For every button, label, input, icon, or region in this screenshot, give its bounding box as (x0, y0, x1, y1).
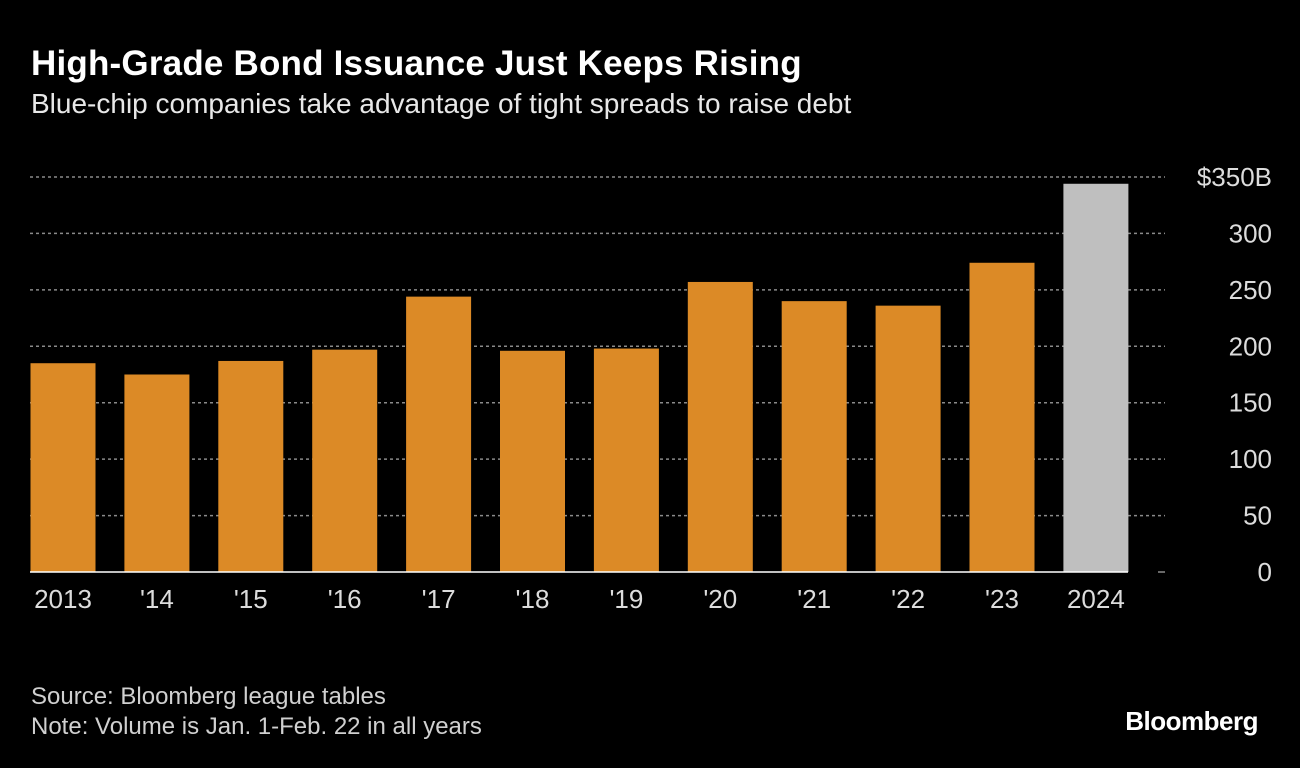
x-tick-label: '16 (328, 584, 362, 614)
x-tick-label: '17 (422, 584, 456, 614)
bar (687, 281, 753, 572)
x-tick-label: '19 (609, 584, 643, 614)
x-tick-label: '20 (703, 584, 737, 614)
x-tick-label: '18 (516, 584, 550, 614)
volume-note: Note: Volume is Jan. 1-Feb. 22 in all ye… (31, 713, 482, 740)
y-tick-label: 250 (1229, 275, 1272, 305)
y-tick-label: 300 (1229, 218, 1272, 248)
x-tick-label: '15 (234, 584, 268, 614)
bar (593, 348, 659, 572)
source-note: Source: Bloomberg league tables (31, 683, 386, 710)
x-tick-label: '23 (985, 584, 1019, 614)
chart-title: High-Grade Bond Issuance Just Keeps Risi… (31, 44, 802, 83)
x-tick-label: 2024 (1067, 584, 1125, 614)
x-tick-label: 2013 (34, 584, 92, 614)
y-tick-label: $350B (1197, 162, 1272, 192)
bar (500, 350, 565, 572)
bar (30, 363, 96, 572)
bar (969, 262, 1035, 572)
x-tick-label: '21 (797, 584, 831, 614)
bar (218, 360, 284, 572)
x-tick-label: '22 (891, 584, 925, 614)
y-tick-label: 0 (1258, 557, 1272, 587)
y-tick-label: 150 (1229, 388, 1272, 418)
bar (124, 374, 190, 572)
y-tick-label: 200 (1229, 331, 1272, 361)
chart-footer: Source: Bloomberg league tables Note: Vo… (31, 682, 482, 742)
y-tick-label: 50 (1243, 501, 1272, 531)
bar (406, 296, 472, 572)
bloomberg-logo: Bloomberg (1125, 706, 1258, 736)
bar (1063, 183, 1129, 572)
bar (781, 301, 847, 572)
bar (875, 305, 941, 572)
y-tick-label: 100 (1229, 444, 1272, 474)
bar (312, 349, 378, 572)
x-tick-label: '14 (140, 584, 174, 614)
chart-subtitle: Blue-chip companies take advantage of ti… (31, 88, 852, 119)
